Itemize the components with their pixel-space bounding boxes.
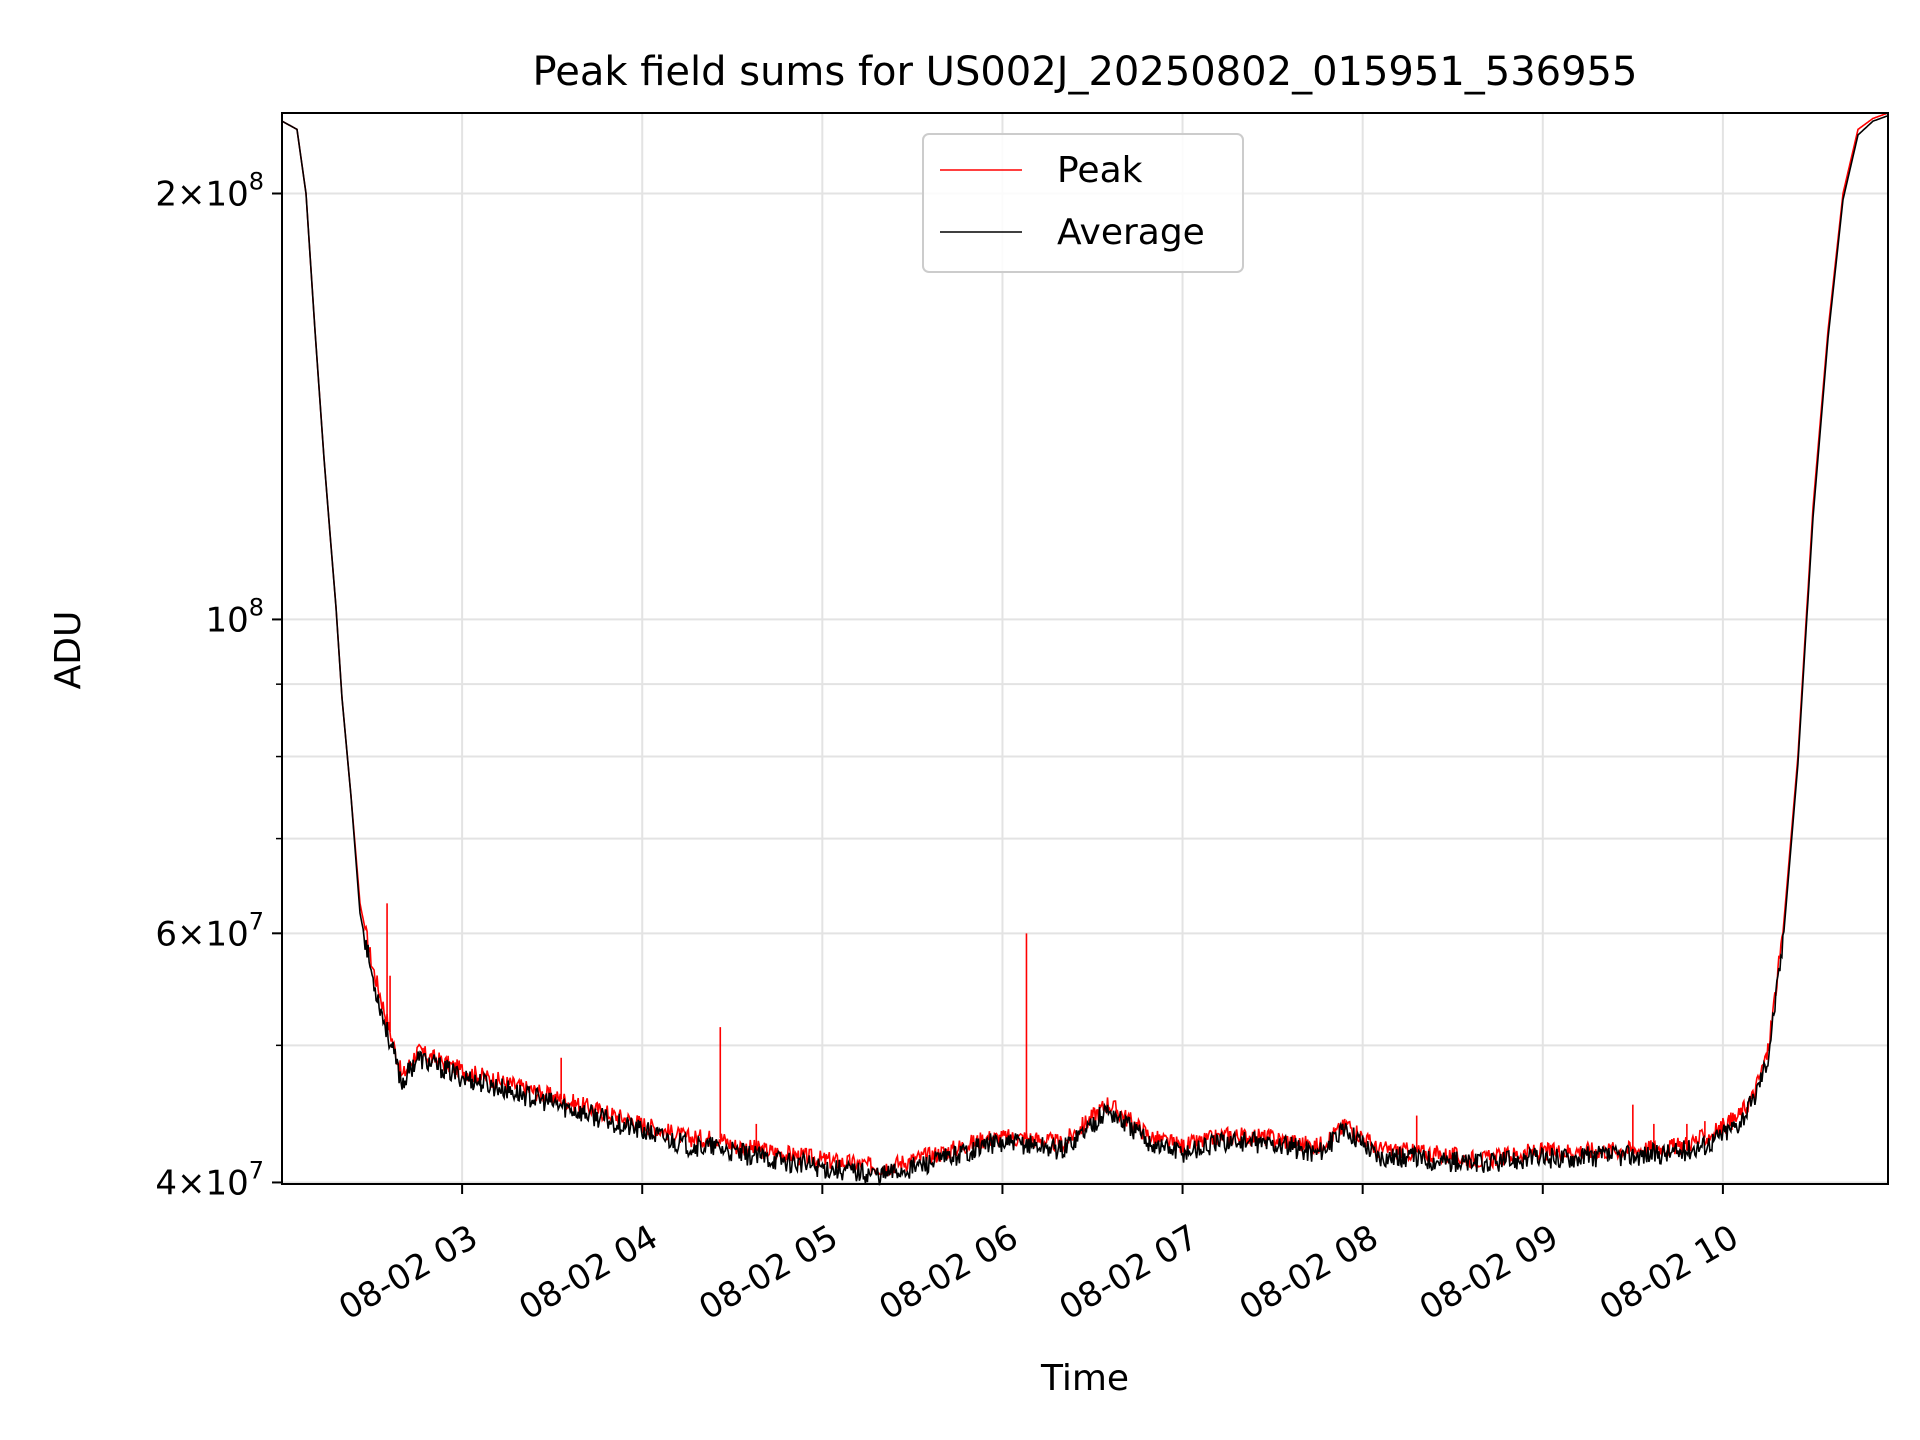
x-tick-label: 08-02 07 xyxy=(1053,1217,1205,1328)
x-tick-label: 08-02 06 xyxy=(873,1217,1025,1328)
plot-frame xyxy=(281,112,1889,1185)
y-axis-label: ADU xyxy=(48,611,89,690)
series-average xyxy=(281,114,1889,1186)
y-axis-ticks: 4×107 6×107 108 2×108 xyxy=(155,168,282,1203)
legend-box xyxy=(922,133,1244,273)
series-line-peak xyxy=(281,112,1889,1177)
y-tick-label: 108 xyxy=(205,593,264,640)
x-tick-label: 08-02 05 xyxy=(692,1217,844,1328)
x-tick-label: 08-02 03 xyxy=(332,1217,484,1328)
grid-lines xyxy=(282,113,1888,1184)
y-tick-label: 4×107 xyxy=(155,1156,264,1203)
series-peak xyxy=(281,112,1889,1177)
x-tick-label: 08-02 04 xyxy=(512,1217,664,1328)
legend-label-average: Average xyxy=(1057,212,1205,253)
x-axis-label: Time xyxy=(1040,1358,1129,1399)
x-tick-label: 08-02 10 xyxy=(1593,1217,1745,1328)
legend-label-peak: Peak xyxy=(1057,150,1143,191)
y-tick-label: 6×107 xyxy=(155,907,264,954)
chart-title: Peak field sums for US002J_20250802_0159… xyxy=(533,49,1638,95)
legend: Peak Average xyxy=(922,133,1244,273)
x-axis-ticks: 08-02 03 08-02 04 08-02 05 08-02 06 08-02 07… xyxy=(332,1184,1745,1328)
x-tick-label: 08-02 09 xyxy=(1413,1217,1565,1328)
x-tick-label: 08-02 08 xyxy=(1233,1217,1385,1328)
y-tick-label: 2×108 xyxy=(155,168,264,215)
series-line-average xyxy=(281,114,1889,1186)
